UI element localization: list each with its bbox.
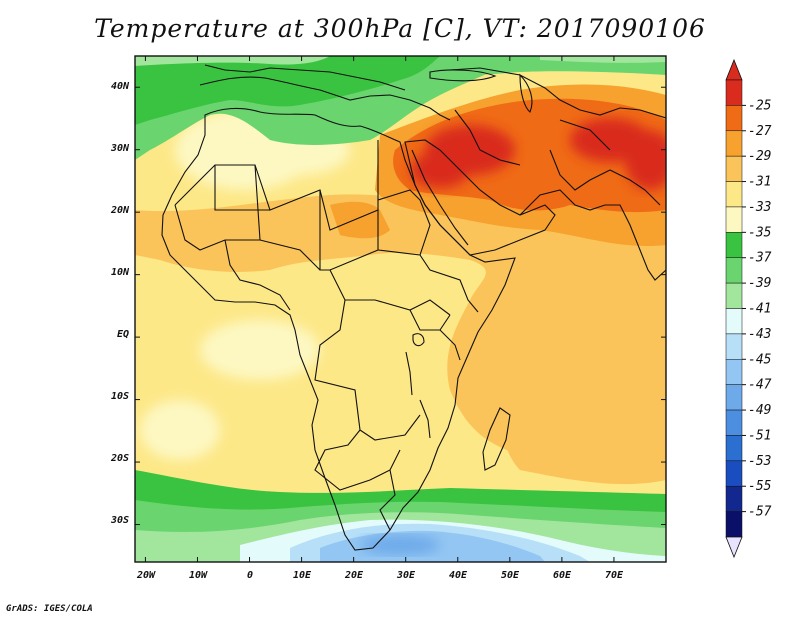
colorbar-label: -57 xyxy=(748,505,772,520)
colorbar-label: -29 xyxy=(748,149,771,164)
lat-label-10s: 10S xyxy=(111,391,129,402)
longitude-labels: 20W 10W 0 10E 20E 30E 40E 50E 60E 70E xyxy=(136,570,624,581)
colorbar-label: -53 xyxy=(748,454,771,469)
lat-label-40n: 40N xyxy=(111,81,130,92)
lon-label-30e: 30E xyxy=(396,570,416,581)
lat-label-eq: EQ xyxy=(117,329,129,340)
colorbar-label: -55 xyxy=(748,479,772,494)
colorbar-swatch xyxy=(725,435,743,462)
lon-label-10e: 10E xyxy=(293,570,312,581)
colorbar-label: -49 xyxy=(748,403,771,418)
lat-label-30n: 30N xyxy=(110,143,130,154)
colorbar-label: -27 xyxy=(748,124,772,139)
colorbar-bottom-arrow xyxy=(725,536,743,559)
colorbar-swatch xyxy=(725,282,743,309)
colorbar-label: -37 xyxy=(748,251,772,266)
colorbar-label: -45 xyxy=(748,352,772,367)
lat-label-10n: 10N xyxy=(111,267,130,278)
colorbar-label: -31 xyxy=(748,175,771,190)
latitude-labels: 40N 30N 20N 10N EQ 10S 20S 30S xyxy=(110,81,130,526)
colorbar-swatch xyxy=(725,384,743,411)
axis-ticks xyxy=(135,56,666,562)
colorbar-swatch xyxy=(725,308,743,335)
colorbar-label: -25 xyxy=(748,98,772,113)
colorbar-label: -35 xyxy=(748,225,772,240)
colorbar-swatch xyxy=(725,359,743,385)
colorbar-label: -47 xyxy=(748,378,772,393)
lat-label-30s: 30S xyxy=(110,515,129,526)
colorbar-swatch xyxy=(725,232,743,258)
colorbar-swatch xyxy=(725,155,743,182)
colorbar-swatch xyxy=(725,105,743,132)
colorbar-label: -33 xyxy=(748,200,771,215)
map-frame xyxy=(134,55,667,563)
colorbar-swatch xyxy=(725,511,743,538)
lon-label-10w: 10W xyxy=(189,570,208,581)
colorbar-top-arrow xyxy=(725,58,743,81)
temperature-field xyxy=(135,56,666,562)
colorbar-label: -43 xyxy=(748,327,771,342)
lat-label-20s: 20S xyxy=(110,453,129,464)
colorbar-swatch xyxy=(725,181,743,208)
coastlines xyxy=(161,64,666,551)
colorbar-swatch xyxy=(725,460,743,487)
colorbar-label: -41 xyxy=(748,302,771,317)
colorbar-label: -39 xyxy=(748,276,771,291)
map-title: Temperature at 300hPa [C], VT: 201709010… xyxy=(94,14,706,43)
colorbar-swatch xyxy=(725,130,743,157)
lat-label-20n: 20N xyxy=(110,205,130,216)
lon-label-20e: 20E xyxy=(344,570,364,581)
lon-label-70e: 70E xyxy=(605,570,624,581)
colorbar-swatch xyxy=(725,409,743,436)
colorbar-label: -51 xyxy=(748,428,771,443)
colorbar-swatch xyxy=(725,257,743,284)
colorbar-swatch xyxy=(725,333,743,360)
lon-label-40e: 40E xyxy=(449,570,468,581)
lon-label-60e: 60E xyxy=(553,570,572,581)
credit-text: GrADS: IGES/COLA xyxy=(6,604,93,614)
lon-label-20w: 20W xyxy=(136,570,156,581)
lon-label-0: 0 xyxy=(247,570,253,581)
colorbar-swatch xyxy=(725,485,743,512)
colorbar: -25 -27 -29 -31 -33 -35 -37 -39 -41 -43 -45 -47 -49 -… xyxy=(725,58,772,559)
lon-label-50e: 50E xyxy=(501,570,520,581)
colorbar-swatch xyxy=(725,206,743,233)
colorbar-swatch xyxy=(725,79,743,106)
